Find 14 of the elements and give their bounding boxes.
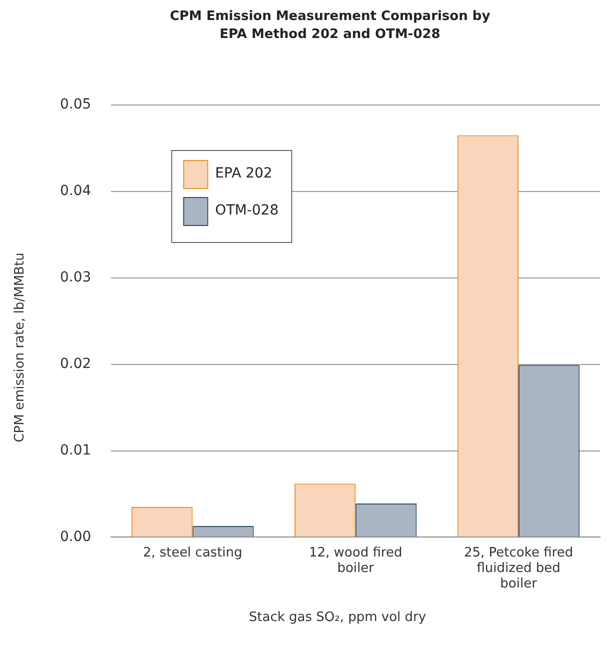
y-tick-label: 0.05 (60, 96, 92, 113)
y-axis-title: CPM emission rate, lb/MMBtu (12, 252, 28, 444)
x-tick-label: 12, wood fired boiler (308, 545, 402, 576)
y-tick-label: 0.01 (60, 442, 92, 458)
legend-label: OTM-028 (215, 202, 279, 219)
y-tick-label: 0.04 (60, 183, 92, 200)
x-tick-label: 2, steel casting (143, 545, 242, 560)
y-tick-label: 0.02 (60, 356, 92, 372)
x-axis-title: Stack gas SO₂, ppm vol dry (248, 610, 428, 625)
y-tick-label: 0.00 (60, 528, 92, 545)
x-tick-label: 25, Petcoke fired fluidized bed boiler (464, 545, 574, 592)
chart-title: CPM Emission Measurement Comparison by EPA Method 202 and OTM-028 (168, 8, 492, 44)
y-tick-label: 0.03 (60, 270, 92, 286)
legend-label: EPA 202 (215, 166, 272, 182)
